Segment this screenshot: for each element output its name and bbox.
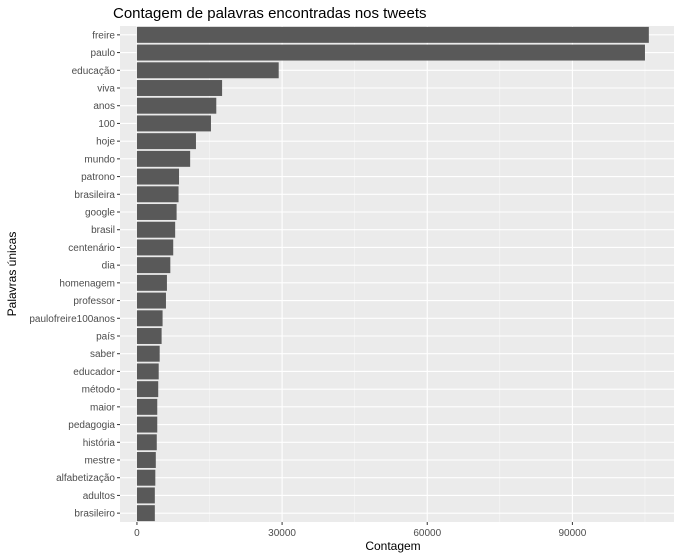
y-tick-label: país	[96, 332, 115, 343]
y-tick-label: google	[85, 208, 115, 219]
bar-hoje	[136, 133, 196, 150]
bar-adultos	[136, 487, 155, 504]
bar-educador	[136, 363, 159, 380]
y-tick-label: professor	[73, 296, 115, 307]
y-tick-label: anos	[93, 101, 115, 112]
bar-pedagogia	[136, 416, 158, 433]
y-tick-label: dia	[102, 261, 116, 272]
bar-mundo	[136, 150, 191, 167]
bar-maior	[136, 398, 158, 415]
y-tick-label: método	[82, 385, 116, 396]
y-tick-label: educador	[73, 367, 115, 378]
y-tick-label: viva	[97, 84, 115, 95]
y-tick-label: pedagogia	[68, 420, 115, 431]
bar-viva	[136, 80, 223, 96]
y-tick-label: história	[83, 438, 116, 449]
bar-brasileira	[136, 186, 179, 203]
bars	[136, 26, 649, 522]
bar-centenário	[136, 239, 174, 256]
bar-alfabetização	[136, 469, 156, 486]
bar-brasileiro	[136, 505, 155, 522]
y-tick-label: mundo	[84, 154, 115, 165]
y-tick-label: brasileiro	[74, 509, 115, 520]
x-tick-label: 90000	[558, 528, 586, 539]
y-tick-label: mestre	[84, 456, 115, 467]
y-tick-label: patrono	[81, 172, 115, 183]
x-tick-label: 30000	[268, 528, 296, 539]
bar-dia	[136, 257, 171, 274]
y-tick-label: 100	[98, 119, 115, 130]
y-tick-label: paulofreire100anos	[29, 314, 115, 325]
y-tick-label: brasileira	[74, 190, 115, 201]
bar-saber	[136, 345, 160, 362]
y-tick-label: alfabetização	[56, 473, 115, 484]
bar-história	[136, 434, 157, 451]
y-tick-label: saber	[90, 349, 116, 360]
bar-anos	[136, 97, 217, 114]
y-tick-label: hoje	[96, 137, 115, 148]
x-axis-title: Contagem	[365, 539, 420, 553]
chart-title: Contagem de palavras encontradas nos twe…	[113, 5, 427, 22]
bar-paulo	[136, 44, 645, 61]
bar-país	[136, 328, 162, 344]
y-tick-label: brasil	[91, 225, 115, 236]
y-tick-label: centenário	[68, 243, 115, 254]
y-axis-title: Palavras únicas	[5, 232, 19, 317]
bar-método	[136, 381, 159, 398]
bar-paulofreire100anos	[136, 310, 163, 327]
y-axis-ticks: freire paulo educação viva anos 100 hoje mundo p…	[29, 30, 120, 520]
y-tick-label: educação	[72, 66, 116, 77]
bar-google	[136, 204, 177, 220]
bar-mestre	[136, 452, 156, 468]
bar-professor	[136, 292, 166, 309]
bar-brasil	[136, 221, 176, 238]
x-axis-ticks: 0 30000 60000 90000	[134, 522, 587, 539]
bar-educação	[136, 62, 279, 79]
y-tick-label: maior	[90, 402, 116, 413]
y-tick-label: homenagem	[59, 278, 115, 289]
x-tick-label: 0	[134, 528, 140, 539]
y-tick-label: adultos	[83, 491, 115, 502]
bar-homenagem	[136, 274, 167, 291]
x-tick-label: 60000	[413, 528, 441, 539]
y-tick-label: freire	[92, 30, 115, 41]
bar-patrono	[136, 168, 180, 185]
y-tick-label: paulo	[91, 48, 116, 59]
bar-freire	[136, 26, 649, 43]
bar-100	[136, 115, 211, 132]
